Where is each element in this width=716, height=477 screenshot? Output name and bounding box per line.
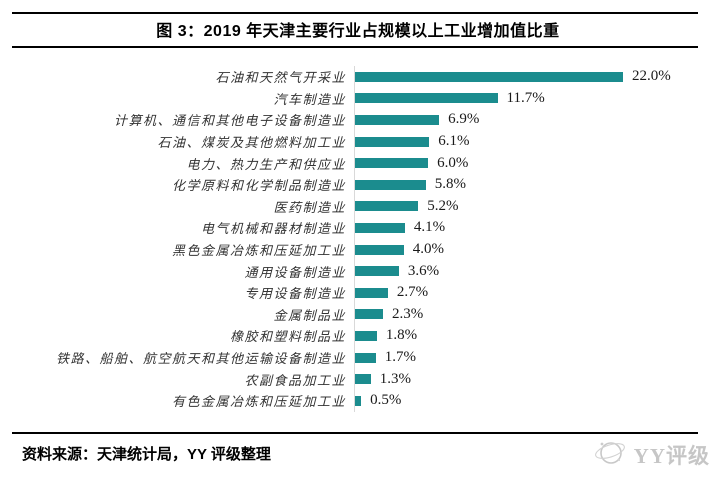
bar-cell: 5.8%	[354, 173, 706, 196]
bar	[355, 93, 498, 104]
bar	[355, 158, 429, 169]
bar-cell: 0.5%	[354, 389, 706, 412]
footer-divider	[12, 432, 698, 434]
chart-row: 铁路、船舶、航空航天和其他运输设备制造业 1.7%	[12, 346, 706, 369]
value-label: 5.8%	[434, 176, 466, 193]
bar-cell: 5.2%	[354, 195, 706, 218]
value-label: 1.8%	[385, 327, 418, 344]
value-label: 6.0%	[437, 154, 469, 171]
chart-row: 金属制品业 2.3%	[12, 303, 706, 326]
title-divider	[12, 46, 698, 48]
category-label: 黑色金属冶炼和压延加工业	[171, 243, 346, 259]
bar	[355, 287, 388, 298]
bar-cell: 3.6%	[354, 260, 706, 282]
category-label: 金属制品业	[273, 307, 346, 323]
value-label: 2.7%	[396, 284, 429, 301]
value-label: 1.7%	[384, 349, 416, 366]
chart-row: 石油和天然气开采业 22.0%	[12, 66, 706, 88]
category-label: 电力、热力生产和供应业	[186, 156, 346, 172]
value-label: 5.2%	[427, 197, 459, 214]
chart-row: 医药制造业 5.2%	[12, 195, 706, 218]
value-label: 3.6%	[407, 262, 440, 279]
bar-cell: 2.3%	[354, 303, 706, 326]
category-label: 专用设备制造业	[244, 286, 346, 302]
category-label: 医药制造业	[273, 199, 346, 215]
chart-title: 图 3：2019 年天津主要行业占规模以上工业增加值比重	[156, 23, 560, 40]
watermark: YY评级	[592, 436, 710, 473]
bar-cell: 6.1%	[354, 130, 706, 153]
chart-row: 农副食品加工业 1.3%	[12, 368, 706, 390]
category-label: 农副食品加工业	[244, 372, 346, 388]
bar	[355, 309, 383, 320]
category-label: 化学原料和化学制品制造业	[171, 178, 346, 194]
value-label: 6.9%	[448, 111, 480, 128]
bar-cell: 6.0%	[354, 152, 706, 174]
category-label: 汽车制造业	[273, 91, 346, 107]
bar	[355, 266, 399, 277]
watermark-text: YY评级	[633, 443, 710, 468]
bar-cell: 6.9%	[354, 109, 706, 131]
bar	[355, 352, 376, 363]
chart-rows: 石油和天然气开采业 22.0% 汽车制造业 11.7% 计算机、通信和其他电子设备制造业…	[12, 66, 706, 412]
bar-cell: 1.3%	[354, 368, 706, 390]
chart-row: 石油、煤炭及其他燃料加工业 6.1%	[12, 130, 706, 153]
category-label: 通用设备制造业	[244, 264, 346, 280]
category-label: 石油和天然气开采业	[215, 70, 346, 86]
chart-row: 有色金属冶炼和压延加工业 0.5%	[12, 389, 706, 412]
bar	[355, 136, 430, 147]
bar	[355, 179, 426, 190]
chart-row: 汽车制造业 11.7%	[12, 87, 706, 110]
category-label: 计算机、通信和其他电子设备制造业	[113, 113, 346, 129]
bar-cell: 11.7%	[354, 87, 706, 110]
value-label: 11.7%	[506, 89, 545, 106]
bar	[355, 114, 440, 125]
value-label: 4.0%	[412, 241, 444, 258]
bar	[355, 201, 419, 212]
chart-row: 橡胶和塑料制品业 1.8%	[12, 325, 706, 347]
bar-chart: 石油和天然气开采业 22.0% 汽车制造业 11.7% 计算机、通信和其他电子设备制造业…	[12, 66, 706, 412]
bar-cell: 4.0%	[354, 238, 706, 261]
bar-cell: 1.7%	[354, 346, 706, 369]
yy-logo-icon	[592, 436, 628, 473]
bar-cell: 1.8%	[354, 325, 706, 347]
bar	[355, 330, 377, 341]
chart-row: 电气机械和器材制造业 4.1%	[12, 217, 706, 239]
value-label: 4.1%	[413, 219, 446, 236]
bar-cell: 22.0%	[354, 66, 706, 88]
chart-row: 计算机、通信和其他电子设备制造业 6.9%	[12, 109, 706, 131]
category-label: 电气机械和器材制造业	[200, 221, 346, 237]
bar-cell: 4.1%	[354, 217, 706, 239]
value-label: 22.0%	[632, 68, 671, 85]
category-label: 石油、煤炭及其他燃料加工业	[157, 135, 346, 151]
chart-row: 专用设备制造业 2.7%	[12, 281, 706, 304]
bar-cell: 2.7%	[354, 281, 706, 304]
chart-row: 通用设备制造业 3.6%	[12, 260, 706, 282]
bar	[355, 244, 404, 255]
category-label: 铁路、船舶、航空航天和其他运输设备制造业	[55, 351, 346, 367]
bar	[355, 222, 405, 233]
bar	[355, 395, 362, 406]
chart-row: 电力、热力生产和供应业 6.0%	[12, 152, 706, 174]
bar	[355, 71, 623, 82]
bar	[355, 374, 371, 385]
value-label: 0.5%	[370, 392, 402, 409]
value-label: 1.3%	[379, 370, 412, 387]
top-divider	[12, 12, 698, 14]
value-label: 6.1%	[438, 133, 470, 150]
chart-row: 化学原料和化学制品制造业 5.8%	[12, 173, 706, 196]
source-note: 资料来源：天津统计局，YY 评级整理	[22, 446, 271, 463]
category-label: 橡胶和塑料制品业	[229, 329, 346, 345]
chart-row: 黑色金属冶炼和压延加工业 4.0%	[12, 238, 706, 261]
value-label: 2.3%	[392, 305, 424, 322]
category-label: 有色金属冶炼和压延加工业	[171, 394, 346, 410]
